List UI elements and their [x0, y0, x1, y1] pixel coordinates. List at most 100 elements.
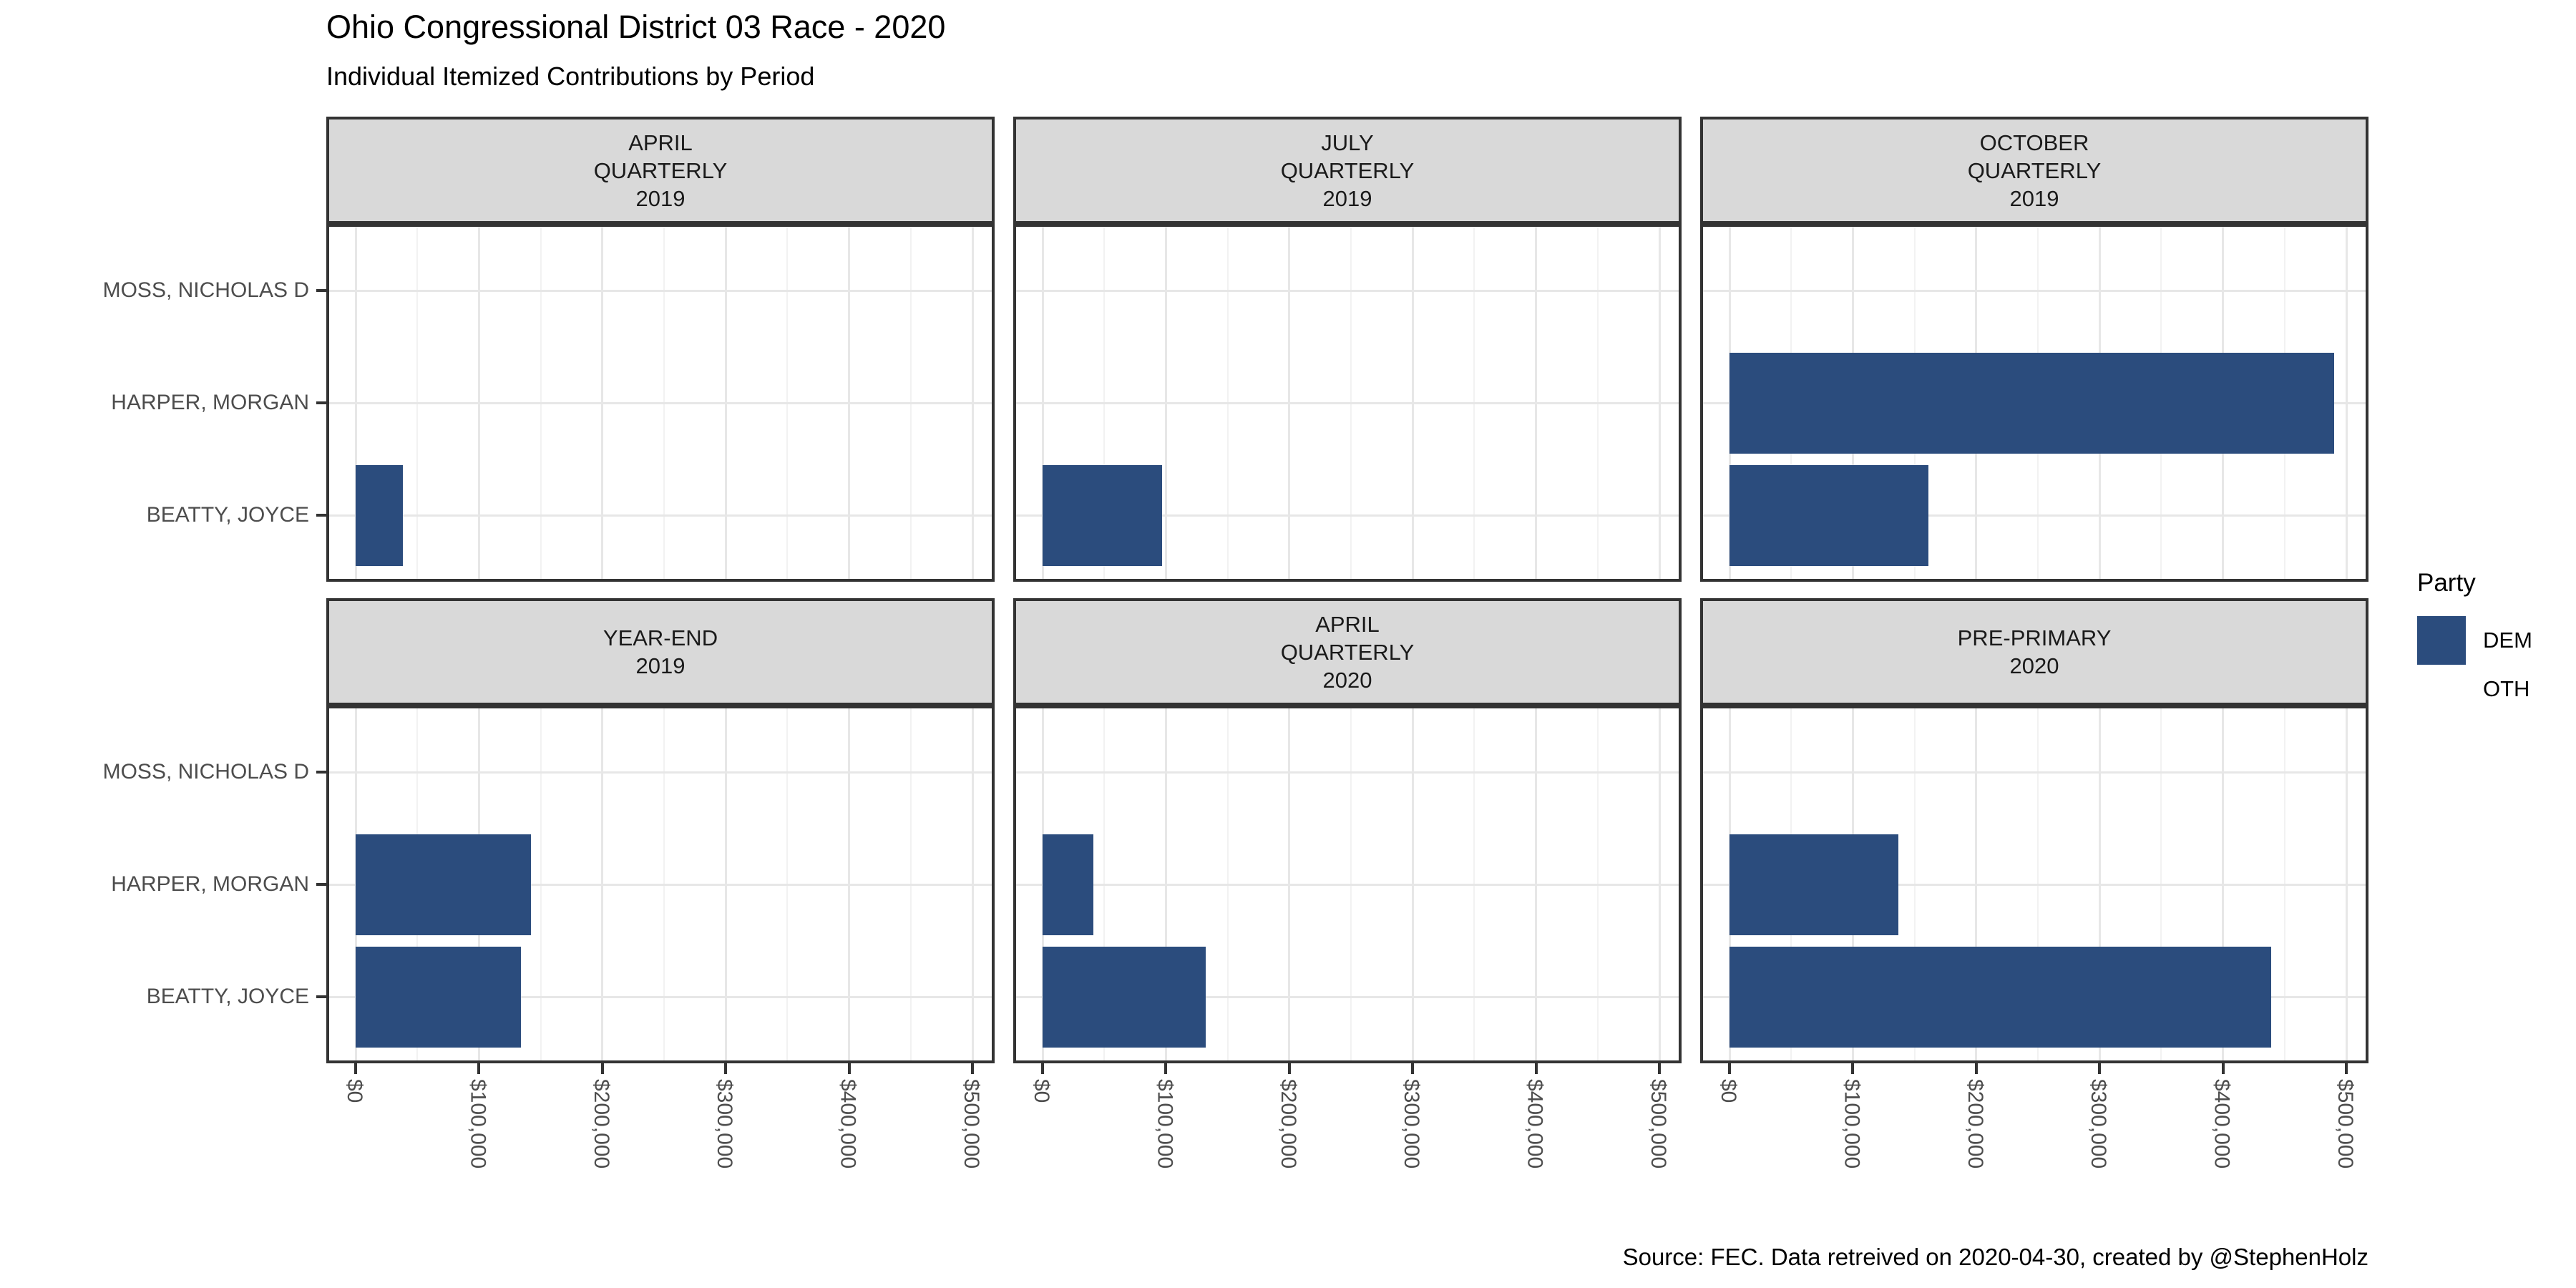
x-axis-label: $300,000: [1400, 1079, 1424, 1169]
x-axis-label: $300,000: [2087, 1079, 2111, 1169]
facet-strip-label: PRE-PRIMARY: [1957, 625, 2112, 650]
x-axis-label: $0: [343, 1079, 366, 1103]
chart-title: Ohio Congressional District 03 Race - 20…: [326, 9, 946, 45]
bar: [1729, 352, 2334, 454]
gridline-horizontal: [329, 289, 992, 292]
x-axis-tick: [971, 1063, 974, 1074]
x-axis-label: $500,000: [1646, 1079, 1670, 1169]
y-axis-label: BEATTY, JOYCE: [146, 985, 309, 1008]
legend-item-oth: OTH: [2417, 665, 2532, 713]
facet-panel: [326, 706, 995, 1063]
y-axis-tick: [316, 514, 326, 517]
y-axis-tick: [316, 995, 326, 998]
chart-caption: Source: FEC. Data retreived on 2020-04-3…: [1622, 1244, 2368, 1270]
gridline-horizontal: [1703, 771, 2366, 774]
x-axis-tick: [847, 1063, 851, 1074]
y-axis-tick: [316, 289, 326, 292]
facet-strip-label: 2019: [1322, 185, 1372, 211]
x-axis-tick: [724, 1063, 728, 1074]
gridline-horizontal: [1703, 883, 2366, 886]
facet-strip: APRIL QUARTERLY 2019: [326, 117, 995, 224]
x-axis-label: $300,000: [713, 1079, 737, 1169]
x-axis-label: $100,000: [1840, 1079, 1864, 1169]
gridline-horizontal: [329, 514, 992, 517]
facet-panel: [1013, 224, 1682, 582]
facet-panel: [1700, 706, 2368, 1063]
x-axis-label: $400,000: [836, 1079, 860, 1169]
facet-strip-label: APRIL: [1315, 611, 1380, 637]
x-axis-label: $400,000: [1523, 1079, 1547, 1169]
x-axis-tick: [2221, 1063, 2225, 1074]
x-axis-tick: [2098, 1063, 2102, 1074]
facet-strip-label: 2020: [2009, 653, 2059, 678]
bar: [1043, 946, 1206, 1048]
gridline-horizontal: [1016, 289, 1679, 292]
facet-panel: [326, 224, 995, 582]
facet-strip-label: QUARTERLY: [1280, 639, 1415, 665]
facet-panel: [1700, 224, 2368, 582]
x-axis-tick: [1851, 1063, 1855, 1074]
x-axis-label: $500,000: [960, 1079, 983, 1169]
x-axis-tick: [1534, 1063, 1538, 1074]
x-axis-tick: [1658, 1063, 1661, 1074]
gridline-horizontal: [329, 771, 992, 774]
x-axis-tick: [1164, 1063, 1168, 1074]
x-axis-tick: [477, 1063, 481, 1074]
y-axis-tick: [316, 883, 326, 886]
gridline-horizontal: [329, 995, 992, 998]
facet-strip: APRIL QUARTERLY 2020: [1013, 598, 1682, 706]
facet-strip-label: 2020: [1322, 667, 1372, 693]
y-axis-label: HARPER, MORGAN: [111, 391, 309, 414]
gridline-horizontal: [1016, 771, 1679, 774]
gridline-horizontal: [1703, 289, 2366, 292]
facet-strip-label: JULY: [1321, 130, 1374, 155]
facet-strip-label: 2019: [635, 185, 686, 211]
bar: [356, 834, 531, 935]
bar: [356, 946, 521, 1048]
facet-strip-label: QUARTERLY: [1280, 157, 1415, 183]
x-axis-tick: [1728, 1063, 1731, 1074]
x-axis-label: $100,000: [1153, 1079, 1177, 1169]
bar: [1729, 834, 1898, 935]
facet-strip: YEAR-END 2019: [326, 598, 995, 706]
x-axis-label: $200,000: [589, 1079, 613, 1169]
x-axis-tick: [2345, 1063, 2348, 1074]
x-axis-label: $0: [1030, 1079, 1053, 1103]
gridline-horizontal: [1016, 401, 1679, 404]
y-axis-tick: [316, 771, 326, 774]
x-axis-tick: [1974, 1063, 1978, 1074]
facet-strip-label: OCTOBER: [1979, 130, 2089, 155]
x-axis-label: $500,000: [2333, 1079, 2357, 1169]
dem-color-swatch: [2417, 616, 2466, 665]
x-axis-label: $100,000: [466, 1079, 490, 1169]
bar: [1043, 834, 1093, 935]
facet-strip-label: QUARTERLY: [593, 157, 728, 183]
chart-subtitle: Individual Itemized Contributions by Per…: [326, 62, 815, 91]
bar: [1729, 946, 2271, 1048]
bar: [1729, 464, 1928, 566]
gridline-horizontal: [1016, 995, 1679, 998]
legend: Party DEM OTH: [2417, 569, 2532, 713]
bar: [356, 464, 403, 566]
y-axis-tick: [316, 401, 326, 404]
y-axis-label: MOSS, NICHOLAS D: [102, 760, 309, 784]
facet-strip-label: APRIL: [628, 130, 693, 155]
gridline-horizontal: [1703, 514, 2366, 517]
y-axis-label: HARPER, MORGAN: [111, 872, 309, 896]
gridline-horizontal: [329, 401, 992, 404]
facet-strip: JULY QUARTERLY 2019: [1013, 117, 1682, 224]
gridline-horizontal: [329, 883, 992, 886]
facet-strip: PRE-PRIMARY 2020: [1700, 598, 2368, 706]
legend-label-dem: DEM: [2483, 628, 2532, 653]
facet-strip-label: 2019: [2009, 185, 2059, 211]
gridline-horizontal: [1016, 883, 1679, 886]
facet-strip: OCTOBER QUARTERLY 2019: [1700, 117, 2368, 224]
x-axis-tick: [1411, 1063, 1415, 1074]
legend-title: Party: [2417, 569, 2476, 597]
x-axis-label: $0: [1717, 1079, 1740, 1103]
legend-label-oth: OTH: [2483, 676, 2530, 701]
oth-color-swatch: [2417, 665, 2466, 713]
bar: [1043, 464, 1162, 566]
x-axis-tick: [354, 1063, 357, 1074]
